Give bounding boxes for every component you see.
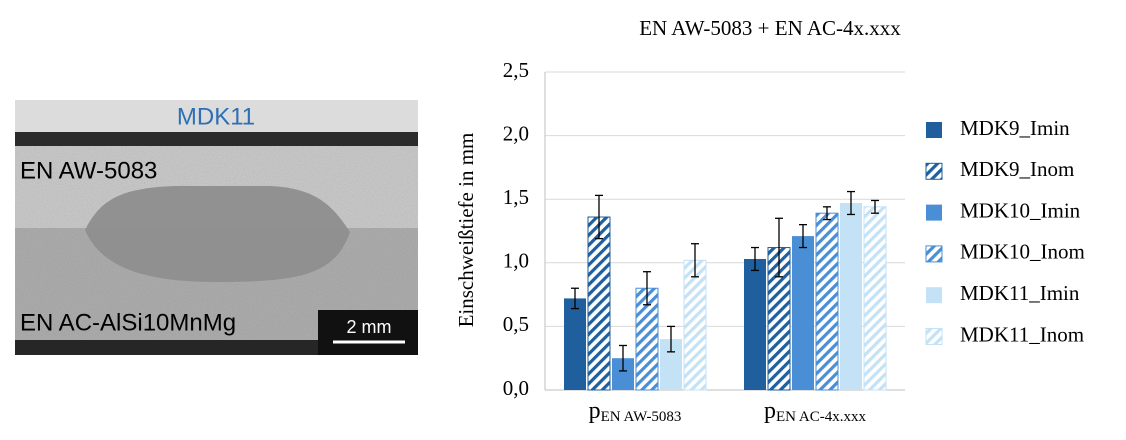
bar xyxy=(767,247,791,391)
bar xyxy=(840,203,862,390)
micrograph-image xyxy=(15,100,418,355)
bottom-material: EN AC-AlSi10MnMg xyxy=(20,309,236,336)
bar xyxy=(587,216,611,391)
bar xyxy=(612,358,634,390)
legend-swatch xyxy=(925,328,943,345)
y-axis-label: Einschweißtiefe in mm xyxy=(454,133,478,328)
legend-swatch xyxy=(926,204,942,221)
error-bar xyxy=(595,194,603,240)
y-tick-label: 0,5 xyxy=(503,312,529,336)
error-bar xyxy=(751,246,759,272)
bar xyxy=(564,298,586,390)
bar xyxy=(815,212,839,391)
error-bar xyxy=(667,325,675,353)
y-tick-label: 0,0 xyxy=(503,376,529,400)
x-tick-subscript: EN AC-4x.xxx xyxy=(776,409,867,425)
legend-label: MDK11_Inom xyxy=(960,322,1084,346)
bar xyxy=(744,258,766,390)
legend-label: MDK10_Inom xyxy=(960,240,1085,264)
x-tick-subscript: EN AW-5083 xyxy=(601,409,682,425)
error-bar xyxy=(643,271,651,306)
bar xyxy=(683,259,707,391)
legend-label: MDK9_Inom xyxy=(960,157,1074,181)
legend-label: MDK10_Imin xyxy=(960,198,1081,222)
y-tick-label: 2,5 xyxy=(503,58,529,82)
legend-swatch xyxy=(926,122,942,138)
legend-swatch xyxy=(925,245,943,263)
legend-swatch xyxy=(926,287,942,304)
x-tick-symbol: p xyxy=(764,398,776,424)
micrograph-label: MDK11 xyxy=(177,103,255,130)
error-bar xyxy=(775,217,783,278)
y-tick-label: 1,0 xyxy=(503,249,529,273)
top-material: EN AW-5083 xyxy=(20,157,157,184)
legend-swatch xyxy=(925,162,943,180)
chart-title: EN AW-5083 + EN AC-4x.xxx xyxy=(639,16,901,40)
error-bar xyxy=(871,199,879,214)
scale-label: 2 mm xyxy=(347,317,392,337)
bar xyxy=(660,339,682,390)
error-bar xyxy=(691,243,699,278)
error-bar xyxy=(571,287,579,310)
error-bar xyxy=(847,190,855,216)
error-bar xyxy=(823,206,831,221)
x-tick-symbol: p xyxy=(589,398,601,424)
x-tick-label: pEN AW-5083 xyxy=(589,398,682,426)
bar xyxy=(792,236,814,390)
legend-label: MDK11_Imin xyxy=(960,281,1080,305)
y-tick-label: 2,0 xyxy=(503,121,529,145)
legend-label: MDK9_Imin xyxy=(960,116,1070,140)
error-bar xyxy=(799,223,807,249)
x-tick-label: pEN AC-4x.xxx xyxy=(764,398,867,426)
error-bar xyxy=(619,344,627,372)
y-tick-label: 1,5 xyxy=(503,185,529,209)
bar xyxy=(635,287,659,391)
bar xyxy=(863,206,887,391)
micrograph: MDK11 EN AW-5083 EN AC-AlSi10MnMg 2 mm xyxy=(15,100,418,355)
